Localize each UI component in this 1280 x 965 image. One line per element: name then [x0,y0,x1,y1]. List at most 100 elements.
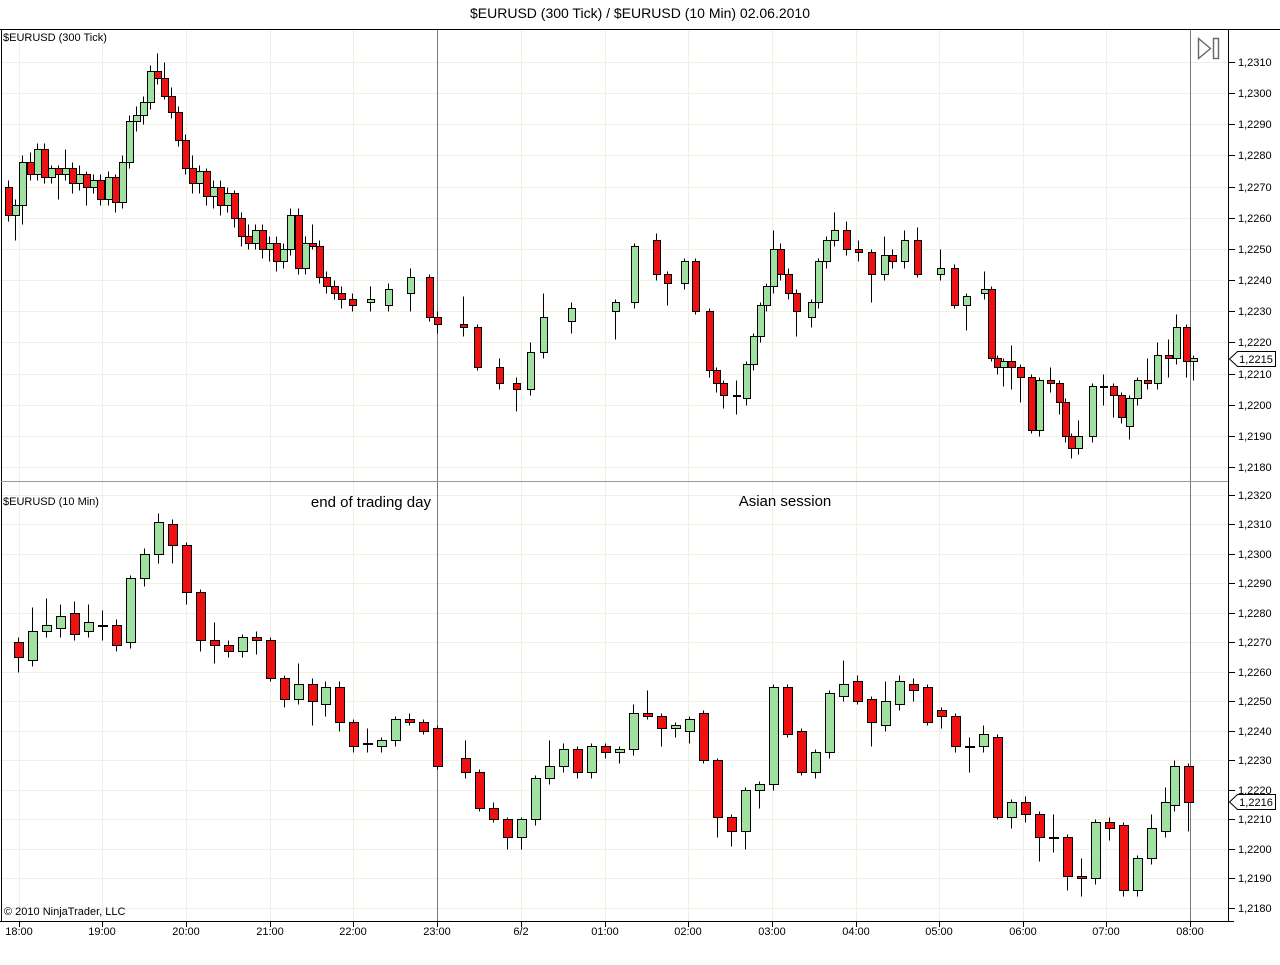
candlestick-up [1007,802,1017,818]
candlestick-up [321,687,331,705]
price-axis-label: 1,2250 [1238,696,1272,708]
candlestick-up [545,766,555,779]
candlestick-down [573,749,583,773]
candlestick-down [657,716,667,729]
time-axis-label: 21:00 [256,926,284,938]
candlestick-up [979,734,989,747]
candlestick-down [238,218,246,237]
candlestick-up [287,215,295,250]
price-axis-label: 1,2210 [1238,369,1272,381]
candlestick-up [750,336,758,365]
price-axis-label: 1,2240 [1238,275,1272,287]
candlestick-down [1062,402,1070,437]
candlestick-up [302,243,310,269]
price-axis-label: 1,2240 [1238,726,1272,738]
candlestick-down [601,746,611,753]
candlestick-down [699,713,709,761]
candlestick-down [793,293,801,312]
candlestick-up [568,308,576,322]
bottom-price-marker-value: 1,2216 [1239,797,1273,809]
candlestick-down [713,370,721,384]
candlestick-down [1056,383,1064,403]
candlestick-down [1047,380,1055,384]
candlestick-down [41,149,49,178]
candlestick-up [1000,361,1008,368]
top-price-marker: 1,2215 [1229,351,1276,367]
candlestick-up [294,684,304,700]
price-axis-label: 1,2260 [1238,667,1272,679]
candlestick-up [280,249,288,262]
price-axis-label: 1,2310 [1238,57,1272,69]
candlestick-down [1165,355,1173,359]
candlestick-up [377,740,387,747]
annotation-end-of-trading-day: end of trading day [310,494,431,511]
price-axis-label: 1,2270 [1238,182,1272,194]
candlestick-down [308,684,318,702]
candlestick-down [503,819,513,838]
candlestick-up [895,681,905,705]
candlestick-down [713,760,723,818]
candlestick-down [513,383,521,390]
candlestick-down [783,687,793,735]
candlestick-up [154,522,164,555]
candlestick-down [785,274,793,294]
price-axis-label: 1,2210 [1238,814,1272,826]
candlestick-down [182,545,192,593]
time-axis-label: 22:00 [339,926,367,938]
candlestick-down [1105,822,1115,829]
candlestick-down [923,687,933,723]
candlestick-down [951,268,959,306]
candlestick-up [1100,386,1108,388]
candlestick-up [133,115,141,122]
candlestick-up [629,713,639,750]
candlestick-down [182,140,190,169]
price-axis-label: 1,2290 [1238,578,1272,590]
time-axis-label: 01:00 [591,926,619,938]
time-axis-label: 03:00 [758,926,786,938]
candlestick-up [391,719,401,741]
price-axis-label: 1,2230 [1238,755,1272,767]
go-to-last-bar-icon[interactable] [1196,36,1222,62]
candlestick-down [653,240,661,275]
candlestick-down [1017,367,1025,378]
candlestick-up [881,701,891,726]
candlestick-down [1110,386,1118,396]
price-axis-label: 1,2190 [1238,431,1272,443]
candlestick-down [280,678,290,700]
candlestick-down [1035,814,1045,838]
candlestick-up [839,684,849,697]
candlestick-up [1126,398,1134,427]
candlestick-up [808,302,816,318]
candlestick-down [426,277,434,318]
time-axis-label: 20:00 [172,926,200,938]
candlestick-down [914,240,922,275]
candlestick-up [963,296,971,306]
candlestick-down [349,299,357,306]
candlestick-up [140,102,148,116]
candlestick-down [777,249,785,275]
candlestick-up [147,71,155,103]
end-bar-icon [1212,37,1220,60]
candlestick-up [815,261,823,303]
candlestick-down [203,171,211,197]
candlestick-up [1147,828,1157,859]
price-axis-label: 1,2290 [1238,119,1272,131]
candlestick-down [210,640,220,646]
candlestick-down [461,758,471,773]
candlestick-up [140,554,150,579]
candlestick-up [1049,837,1059,839]
candlestick-down [252,637,262,641]
candlestick-up [1173,327,1181,359]
candlestick-down [196,592,206,641]
price-axis-label: 1,2180 [1238,462,1272,474]
candlestick-down [1028,377,1036,431]
candlestick-up [238,637,248,652]
candlestick-down [154,71,162,79]
candlestick-up [769,687,779,785]
candlestick-down [1119,825,1129,891]
chart-plot-area[interactable] [1,30,1228,921]
candlestick-up [119,162,127,203]
candlestick-up [126,121,134,163]
candlestick-up [385,289,393,306]
